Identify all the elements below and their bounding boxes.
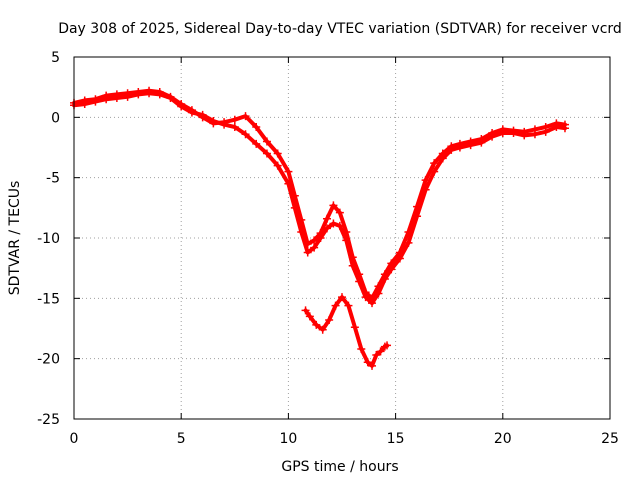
data-point (230, 122, 239, 131)
chart-title: Day 308 of 2025, Sidereal Day-to-day VTE… (58, 21, 622, 37)
data-point (310, 236, 319, 245)
data-point (301, 306, 310, 315)
y-tick-label: -20 (37, 352, 60, 368)
series-secondary-arc (301, 293, 392, 370)
data-point (112, 90, 121, 99)
data-point (455, 139, 464, 148)
data-point (241, 112, 250, 121)
data-point (552, 119, 561, 128)
data-point (335, 208, 344, 217)
data-point (322, 214, 331, 223)
y-axis-label: SDTVAR / TECUs (7, 181, 23, 296)
data-point (498, 125, 507, 134)
data-point (273, 161, 282, 170)
y-tick-label: 5 (51, 50, 60, 66)
axis-ticks: 0 5 10 15 20 25 5 0 -5 -10 -15 -20 -25 (37, 50, 619, 447)
data-point (348, 253, 357, 262)
data-point (297, 215, 306, 224)
data-point (380, 270, 389, 279)
data-point (387, 259, 396, 268)
data-point (342, 227, 351, 236)
data-point (252, 139, 261, 148)
data-point (312, 320, 321, 329)
x-axis-label: GPS time / hours (281, 459, 398, 475)
data-point (91, 95, 100, 104)
data-point (155, 87, 164, 96)
data-point (374, 282, 383, 291)
data-point (466, 137, 475, 146)
data-point (303, 240, 312, 249)
data-point (530, 125, 539, 134)
data-point (430, 159, 439, 168)
data-point (80, 96, 89, 105)
data-point (395, 248, 404, 257)
data-point (560, 120, 569, 129)
data-point (305, 312, 314, 321)
data-point (368, 294, 377, 303)
data-point (376, 347, 385, 356)
data-point (102, 91, 111, 100)
x-tick-label: 15 (387, 431, 405, 447)
data-point (329, 219, 338, 228)
data-point (383, 341, 392, 350)
data-point (541, 122, 550, 131)
data-point (220, 118, 229, 127)
data-point (316, 229, 325, 238)
data-point (262, 137, 271, 146)
data-point (331, 301, 340, 310)
y-tick-label: -25 (37, 412, 60, 428)
x-tick-label: 25 (601, 431, 619, 447)
data-point (318, 325, 327, 334)
data-point (134, 87, 143, 96)
data-point (273, 149, 282, 158)
data-point (421, 176, 430, 185)
x-tick-label: 10 (279, 431, 297, 447)
data-point (372, 351, 381, 360)
data-point (338, 293, 346, 302)
x-tick-label: 5 (177, 431, 186, 447)
data-point (357, 345, 366, 354)
data-point (520, 127, 529, 136)
data-point (509, 126, 518, 135)
data-point (413, 202, 422, 211)
data-point (355, 270, 364, 279)
data-point (363, 358, 372, 367)
y-tick-label: 0 (51, 110, 60, 126)
x-tick-label: 20 (494, 431, 512, 447)
data-point (361, 288, 370, 297)
data-point (290, 191, 299, 200)
data-point (145, 86, 154, 95)
data-point (488, 129, 497, 138)
data-point (209, 119, 218, 128)
data-point (447, 142, 456, 151)
data-point (303, 248, 312, 257)
data-point (252, 122, 261, 131)
y-tick-label: -10 (37, 231, 60, 247)
data-point (187, 106, 196, 115)
data-point (477, 135, 486, 144)
data-point (310, 243, 319, 252)
series-trace (303, 295, 389, 368)
data-point (198, 113, 207, 122)
data-point (344, 301, 353, 310)
data-point (284, 167, 293, 176)
data-point (177, 100, 186, 109)
data-point (166, 92, 175, 101)
y-tick-label: -5 (46, 171, 60, 187)
data-point (438, 149, 447, 158)
data-point (230, 115, 239, 124)
data-marks (70, 86, 569, 370)
series-band-b (70, 86, 569, 303)
data-point (404, 227, 413, 236)
data-point (368, 361, 377, 370)
x-tick-label: 0 (70, 431, 79, 447)
data-point (123, 89, 132, 98)
data-point (350, 323, 359, 332)
data-point (241, 130, 250, 139)
data-point (262, 149, 271, 158)
data-point (325, 316, 334, 325)
data-point (329, 201, 338, 210)
y-tick-label: -15 (37, 291, 60, 307)
